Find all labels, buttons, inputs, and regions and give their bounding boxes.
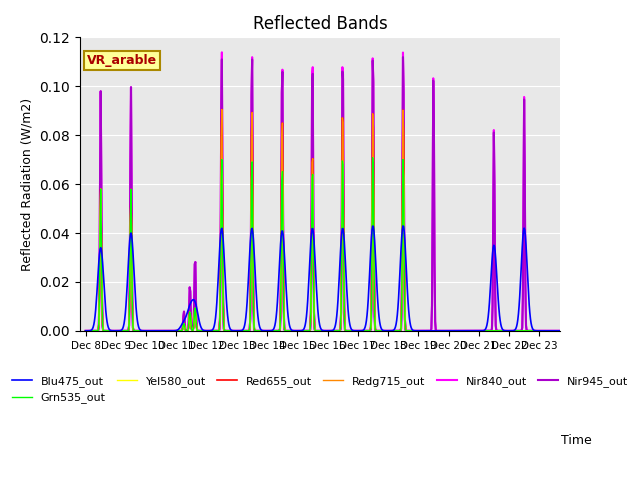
Redg715_out: [566, 328, 573, 334]
Blu475_out: [227, 327, 235, 333]
Yel580_out: [138, 328, 146, 334]
Line: Redg715_out: Redg715_out: [86, 109, 570, 331]
Red655_out: [566, 328, 573, 334]
Grn535_out: [378, 328, 385, 334]
Text: Time: Time: [561, 434, 591, 447]
Red655_out: [218, 107, 226, 112]
Line: Nir840_out: Nir840_out: [86, 52, 570, 331]
Line: Grn535_out: Grn535_out: [86, 157, 570, 331]
Nir945_out: [228, 328, 236, 334]
Redg715_out: [218, 107, 226, 112]
Legend: Blu475_out, Grn535_out, Yel580_out, Red655_out, Redg715_out, Nir840_out, Nir945_: Blu475_out, Grn535_out, Yel580_out, Red6…: [8, 372, 632, 408]
Grn535_out: [566, 328, 573, 334]
Blu475_out: [399, 223, 407, 229]
Nir945_out: [406, 328, 413, 334]
Redg715_out: [405, 328, 413, 334]
Yel580_out: [270, 328, 278, 334]
Yel580_out: [252, 328, 259, 334]
Yel580_out: [82, 328, 90, 334]
Grn535_out: [138, 328, 146, 334]
Nir840_out: [566, 328, 573, 334]
Nir945_out: [153, 328, 161, 334]
Nir840_out: [406, 328, 413, 334]
Yel580_out: [227, 328, 235, 334]
Nir945_out: [252, 328, 260, 334]
Red655_out: [82, 328, 90, 334]
Line: Nir945_out: Nir945_out: [86, 57, 570, 331]
Nir945_out: [271, 328, 278, 334]
Text: VR_arable: VR_arable: [87, 54, 157, 67]
Redg715_out: [252, 328, 260, 334]
Yel580_out: [405, 328, 413, 334]
Redg715_out: [82, 328, 90, 334]
Red655_out: [138, 328, 146, 334]
Blu475_out: [138, 328, 146, 334]
Red655_out: [228, 328, 236, 334]
Red655_out: [271, 328, 278, 334]
Line: Red655_out: Red655_out: [86, 109, 570, 331]
Redg715_out: [271, 328, 278, 334]
Blu475_out: [377, 324, 385, 330]
Nir840_out: [138, 328, 146, 334]
Red655_out: [378, 328, 385, 334]
Nir840_out: [253, 328, 260, 334]
Nir840_out: [82, 328, 90, 334]
Grn535_out: [227, 328, 235, 334]
Redg715_out: [228, 328, 236, 334]
Blu475_out: [566, 328, 573, 334]
Redg715_out: [138, 328, 146, 334]
Yel580_out: [429, 328, 436, 334]
Nir840_out: [228, 328, 236, 334]
Nir945_out: [566, 328, 573, 334]
Line: Blu475_out: Blu475_out: [86, 226, 570, 331]
Title: Reflected Bands: Reflected Bands: [253, 15, 387, 33]
Nir945_out: [378, 328, 385, 334]
Nir945_out: [138, 328, 146, 334]
Redg715_out: [378, 328, 385, 334]
Yel580_out: [378, 328, 385, 334]
Red655_out: [405, 328, 413, 334]
Blu475_out: [82, 328, 90, 334]
Red655_out: [252, 328, 260, 334]
Yel580_out: [566, 328, 573, 334]
Grn535_out: [270, 328, 278, 334]
Grn535_out: [369, 155, 376, 160]
Blu475_out: [270, 326, 278, 332]
Nir840_out: [153, 328, 161, 334]
Grn535_out: [82, 328, 90, 334]
Redg715_out: [429, 328, 436, 334]
Nir945_out: [399, 54, 407, 60]
Grn535_out: [429, 328, 436, 334]
Grn535_out: [405, 328, 413, 334]
Nir840_out: [378, 328, 386, 334]
Blu475_out: [405, 307, 413, 313]
Nir840_out: [218, 49, 226, 55]
Line: Yel580_out: Yel580_out: [86, 157, 570, 331]
Red655_out: [429, 328, 436, 334]
Nir840_out: [271, 328, 278, 334]
Nir945_out: [82, 328, 90, 334]
Blu475_out: [252, 273, 259, 278]
Y-axis label: Reflected Radiation (W/m2): Reflected Radiation (W/m2): [20, 97, 33, 271]
Grn535_out: [252, 328, 259, 334]
Yel580_out: [369, 155, 376, 160]
